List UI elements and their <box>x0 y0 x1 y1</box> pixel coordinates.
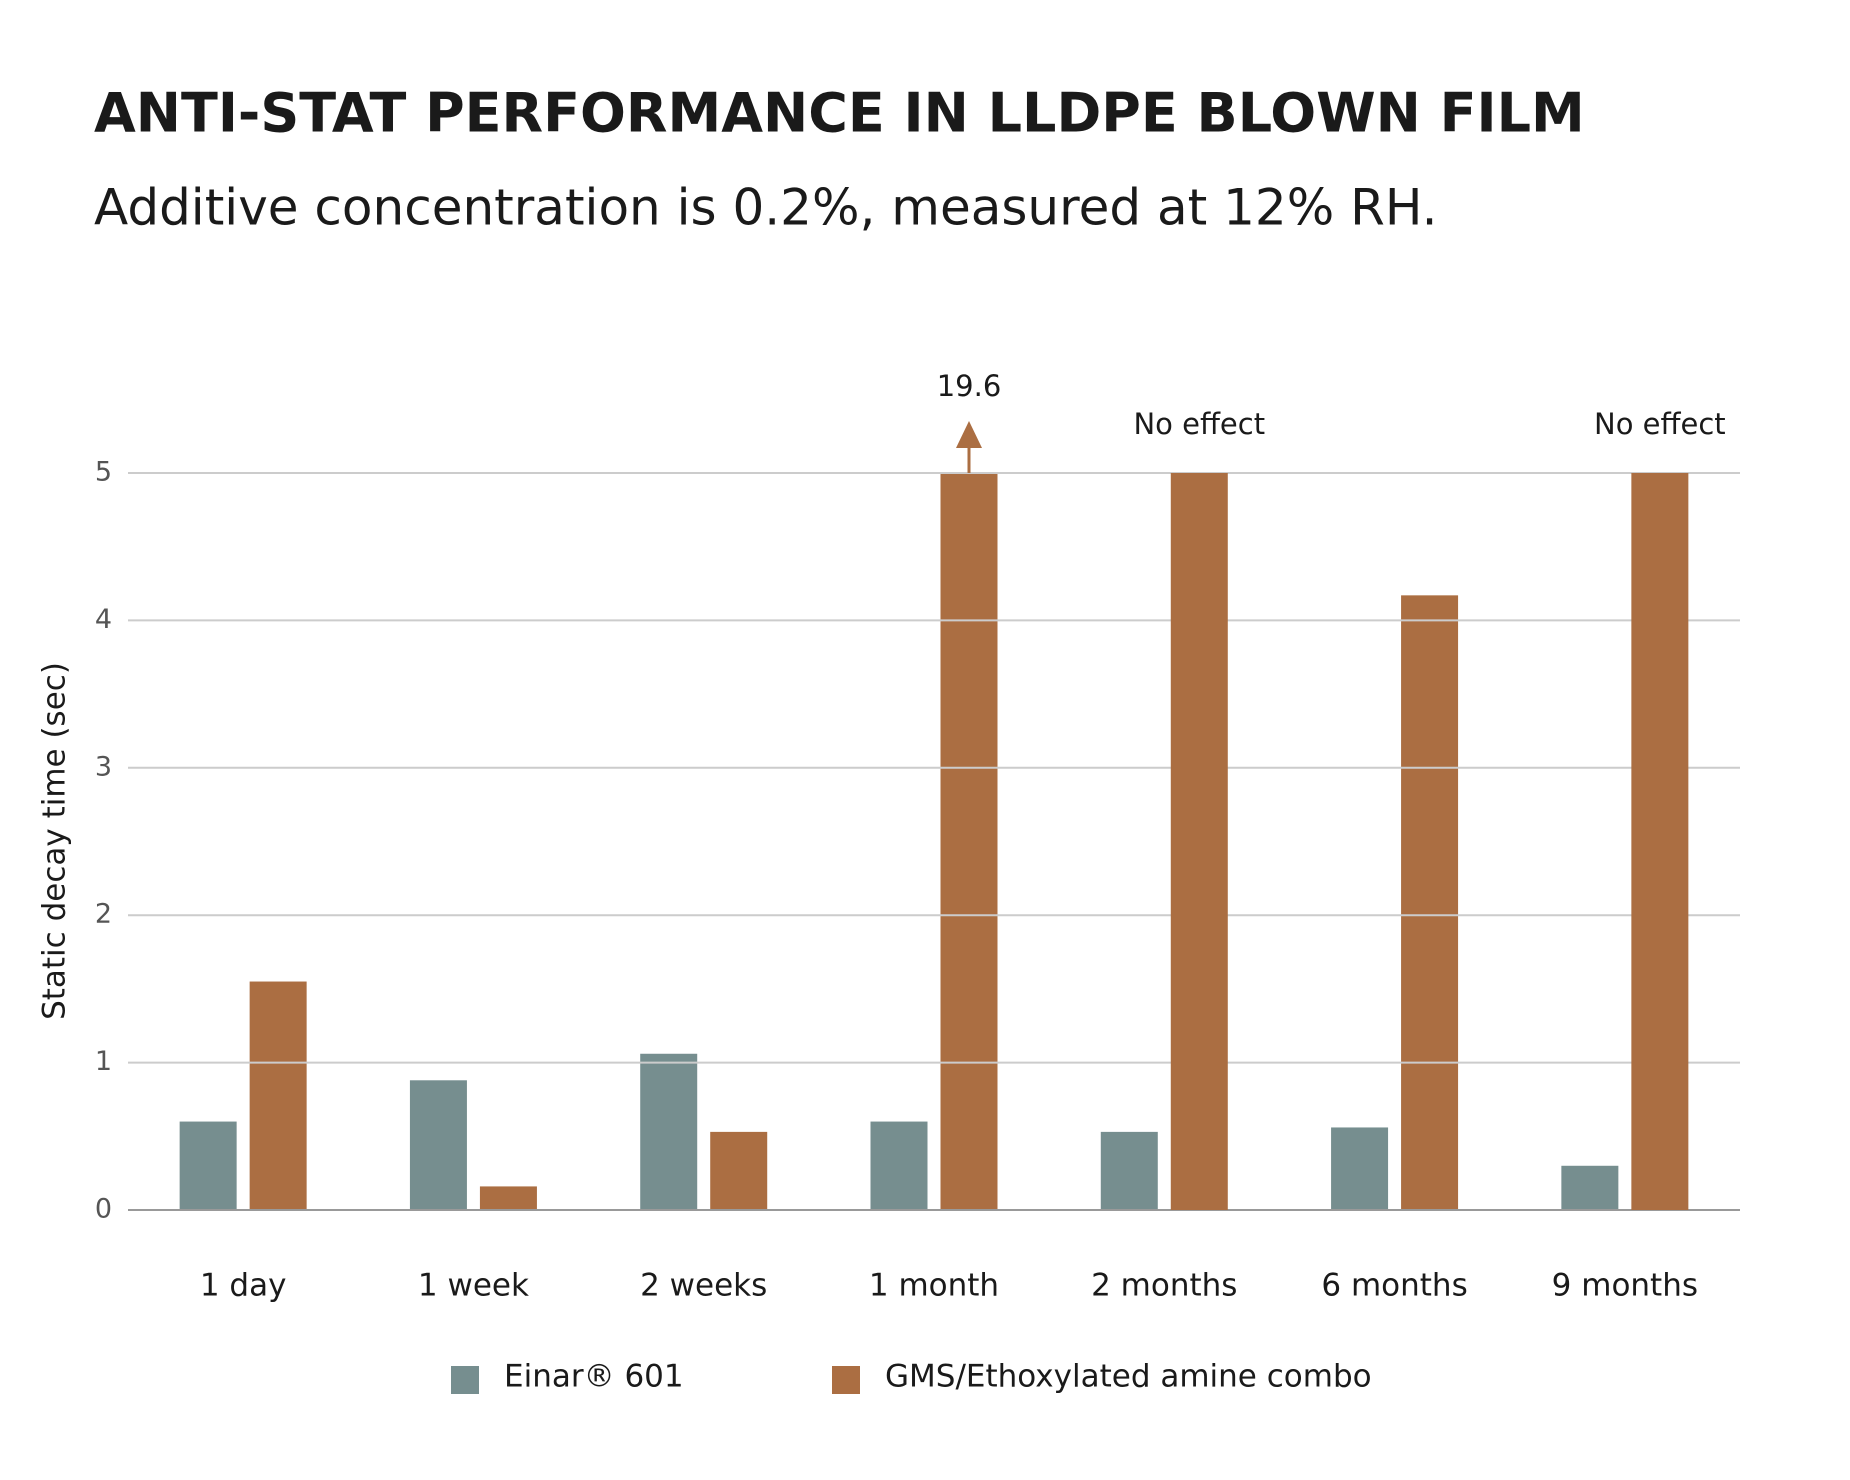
bar <box>1170 473 1228 1210</box>
legend-swatch <box>451 1366 479 1394</box>
x-tick-label: 2 weeks <box>640 1268 767 1304</box>
x-tick-label: 2 months <box>1091 1268 1237 1304</box>
x-tick-label: 9 months <box>1552 1268 1698 1304</box>
bar <box>249 981 307 1210</box>
chart-title: ANTI-STAT PERFORMANCE IN LLDPE BLOWN FIL… <box>94 82 1585 145</box>
bar <box>409 1080 467 1210</box>
bar <box>479 1186 537 1210</box>
plot-area <box>179 473 1619 1210</box>
legend-swatch <box>832 1366 860 1394</box>
bar <box>870 1121 928 1210</box>
legend-label: GMS/Ethoxylated amine combo <box>885 1359 1372 1395</box>
bar <box>1401 595 1459 1210</box>
chart-subtitle: Additive concentration is 0.2%, measured… <box>94 179 1437 237</box>
value-label: No effect <box>1594 407 1726 441</box>
y-axis-label: Static decay time (sec) <box>37 662 73 1020</box>
y-tick-label: 2 <box>95 899 112 930</box>
y-tick-label: 3 <box>95 751 112 782</box>
value-label: No effect <box>1133 407 1265 441</box>
bar <box>1631 473 1689 1210</box>
bar <box>1331 1127 1389 1210</box>
x-tick-label: 1 week <box>418 1268 529 1304</box>
x-tick-label: 6 months <box>1321 1268 1467 1304</box>
bar <box>640 1053 698 1210</box>
bar <box>1561 1165 1619 1210</box>
y-tick-label: 1 <box>95 1046 112 1077</box>
y-tick-label: 0 <box>95 1194 112 1225</box>
x-tick-label: 1 day <box>200 1268 287 1304</box>
off-scale-arrowhead <box>956 421 982 448</box>
bar <box>1100 1131 1158 1210</box>
y-tick-label: 4 <box>95 604 112 635</box>
y-tick-label: 5 <box>95 457 112 488</box>
value-label: 19.6 <box>937 369 1002 403</box>
bar <box>710 1131 768 1210</box>
bar <box>940 473 998 1210</box>
bar <box>179 1121 237 1210</box>
legend-label: Einar® 601 <box>504 1359 684 1395</box>
x-tick-label: 1 month <box>869 1268 999 1304</box>
